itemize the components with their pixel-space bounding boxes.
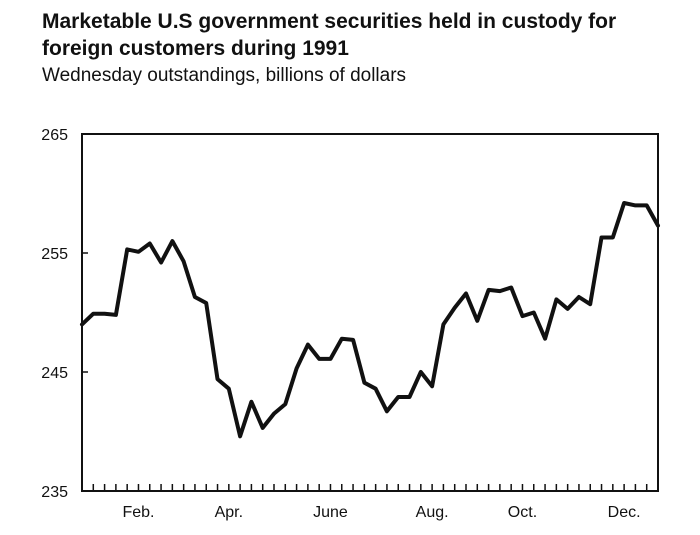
plot-frame — [81, 133, 659, 492]
y-tick-label: 265 — [41, 127, 68, 144]
y-tick-label: 235 — [41, 484, 68, 501]
x-axis: Feb. Apr. June Aug. Oct. Dec. — [81, 484, 659, 521]
x-tick-label: Feb. — [122, 504, 154, 521]
series-line — [80, 201, 660, 439]
x-tick-label: June — [313, 504, 348, 521]
chart-title: Marketable U.S government securities hel… — [42, 10, 617, 60]
series-layer — [80, 201, 660, 439]
y-tick-label: 245 — [41, 365, 68, 382]
chart-subtitle: Wednesday outstandings, billions of doll… — [42, 65, 407, 86]
y-axis: 235 245 255 265 — [41, 127, 88, 501]
x-tick-label: Apr. — [215, 504, 243, 521]
x-tick-label: Dec. — [608, 504, 641, 521]
y-tick-label: 255 — [41, 246, 68, 263]
x-tick-label: Aug. — [416, 504, 449, 521]
x-tick-label: Oct. — [508, 504, 537, 521]
